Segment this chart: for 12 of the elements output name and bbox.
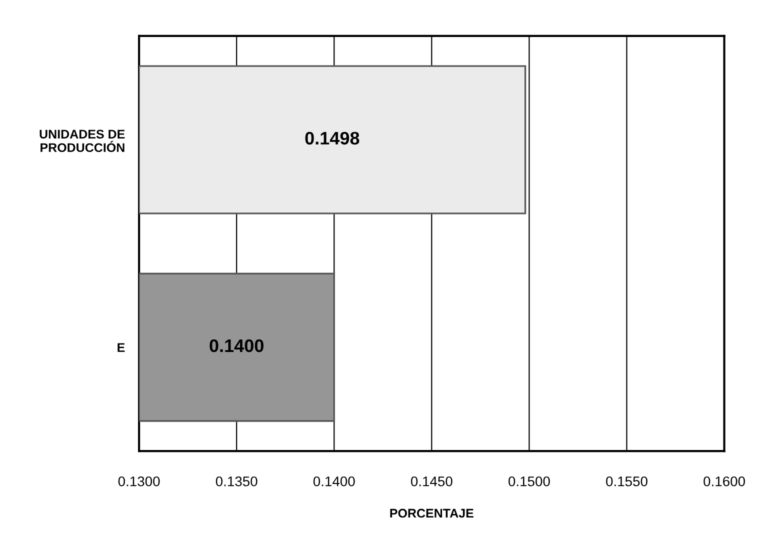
x-tick-label: 0.1600 [704, 476, 745, 486]
x-tick-label: 0.1550 [606, 476, 648, 486]
x-tick-label: 0.1300 [118, 476, 160, 486]
x-tick-label: 0.1400 [313, 476, 355, 486]
y-tick-label: E [118, 343, 125, 352]
data-label: 0.1400 [210, 339, 264, 352]
y-tick-label: UNIDADES DE PRODUCCIÓN [40, 130, 125, 152]
x-axis-title: PORCENTAJE [390, 508, 474, 518]
x-tick-label: 0.1450 [410, 476, 452, 486]
x-tick-label: 0.1500 [508, 476, 550, 486]
x-tick-label: 0.1350 [216, 476, 258, 486]
data-label: 0.1498 [305, 132, 360, 145]
